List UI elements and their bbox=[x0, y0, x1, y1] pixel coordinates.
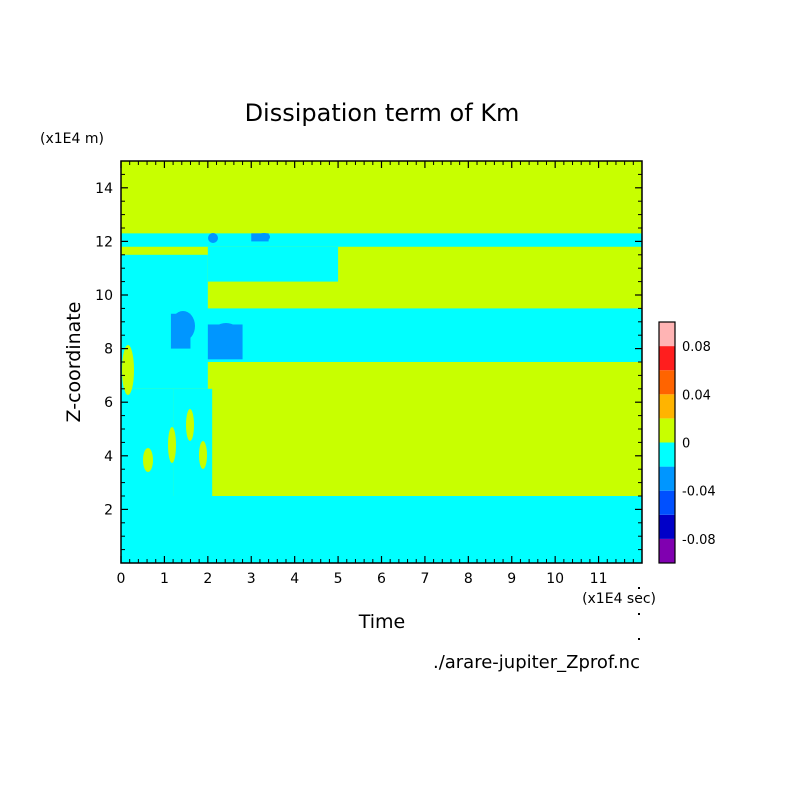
contour-blob bbox=[168, 427, 176, 463]
contour-blob bbox=[186, 409, 194, 441]
corner-dot bbox=[638, 587, 640, 589]
x-tick-label: 11 bbox=[590, 571, 608, 587]
corner-marks bbox=[638, 587, 640, 640]
x-axis-title: Time bbox=[358, 611, 406, 633]
contour-region bbox=[121, 496, 642, 563]
y-tick-label: 4 bbox=[104, 449, 113, 465]
colorbar-segment bbox=[659, 418, 675, 443]
contour-blobs bbox=[122, 233, 270, 472]
contour-blob bbox=[212, 323, 240, 345]
y-tick-label: 2 bbox=[104, 502, 113, 518]
colorbar-segment bbox=[659, 322, 675, 347]
contour-blob bbox=[208, 233, 218, 243]
x-tick-label: 4 bbox=[290, 571, 299, 587]
contour-region bbox=[121, 233, 642, 247]
source-file-label: ./arare-jupiter_Zprof.nc bbox=[433, 652, 640, 673]
colorbar-segment bbox=[659, 394, 675, 419]
colorbar-label: 0.04 bbox=[682, 388, 711, 403]
contour-region bbox=[207, 246, 339, 282]
contour-blob bbox=[122, 345, 134, 395]
contour-blob bbox=[171, 311, 195, 341]
contour-blob bbox=[199, 441, 207, 469]
contour-regions bbox=[121, 161, 642, 563]
corner-dot bbox=[638, 638, 640, 640]
colorbar-label: -0.08 bbox=[682, 533, 716, 548]
colorbar-label: 0 bbox=[682, 437, 690, 452]
x-tick-label: 3 bbox=[247, 571, 256, 587]
x-tick-label: 2 bbox=[203, 571, 212, 587]
x-axis: 0 1 2 3 4 5 6 7 8 9 10 11 bbox=[117, 161, 634, 587]
colorbar-segment bbox=[659, 538, 675, 563]
x-tick-label: 8 bbox=[464, 571, 473, 587]
colorbar-segment bbox=[659, 370, 675, 395]
x-tick-label: 5 bbox=[334, 571, 343, 587]
contour-region bbox=[173, 388, 213, 496]
x-tick-label: 9 bbox=[507, 571, 516, 587]
colorbar-label: -0.04 bbox=[682, 485, 716, 500]
x-unit-label: (x1E4 sec) bbox=[582, 591, 656, 607]
colorbar-label: 0.08 bbox=[682, 340, 711, 355]
y-tick-label: 6 bbox=[104, 395, 113, 411]
y-unit-label: (x1E4 m) bbox=[40, 131, 104, 147]
corner-dot bbox=[638, 613, 640, 615]
colorbar: 0.08 0.04 0 -0.04 -0.08 bbox=[658, 321, 716, 564]
colorbar-segment bbox=[659, 346, 675, 371]
colorbar-frame bbox=[658, 321, 676, 564]
colorbar-segment bbox=[659, 514, 675, 539]
y-axis-title: Z-coordinate bbox=[63, 302, 85, 423]
colorbar-segment bbox=[659, 442, 675, 467]
contour-blob bbox=[143, 448, 153, 472]
contour-region bbox=[121, 388, 174, 496]
y-axis: 2 4 6 8 10 12 14 bbox=[95, 173, 642, 551]
y-tick-label: 14 bbox=[95, 181, 113, 197]
x-tick-label: 6 bbox=[377, 571, 386, 587]
y-tick-label: 8 bbox=[104, 342, 113, 358]
contour-blob bbox=[258, 233, 270, 241]
x-tick-label: 7 bbox=[420, 571, 429, 587]
x-tick-label: 1 bbox=[160, 571, 169, 587]
y-tick-label: 12 bbox=[95, 234, 113, 250]
colorbar-segment bbox=[659, 490, 675, 515]
x-tick-label: 10 bbox=[546, 571, 564, 587]
x-tick-label: 0 bbox=[117, 571, 126, 587]
y-tick-label: 10 bbox=[95, 288, 113, 304]
colorbar-segment bbox=[659, 466, 675, 491]
contour-region bbox=[121, 254, 208, 389]
contour-blob bbox=[224, 344, 240, 356]
chart-title: Dissipation term of Km bbox=[245, 99, 520, 127]
